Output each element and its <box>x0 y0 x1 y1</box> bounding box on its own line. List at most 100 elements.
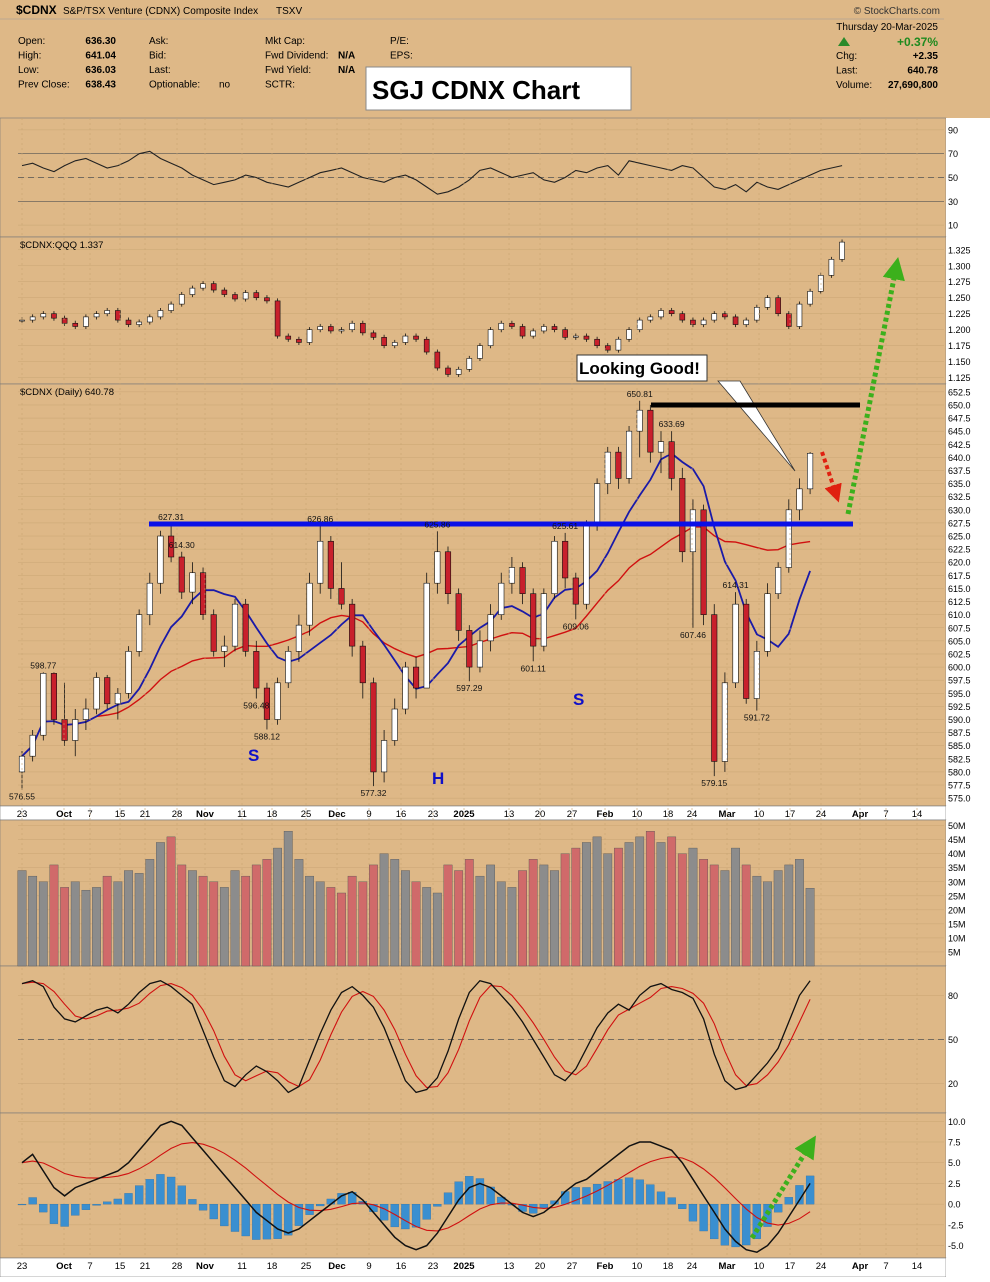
field-label: Open: <box>18 36 45 47</box>
y-tick-label: 632.5 <box>948 492 971 502</box>
x-tick-label: 13 <box>504 1261 515 1272</box>
ratio-candle <box>264 297 270 302</box>
macd-histogram-bar <box>81 1203 91 1210</box>
price-value-label: 601.11 <box>521 663 547 673</box>
volume-bar <box>443 864 453 967</box>
volume-bar <box>156 842 165 967</box>
callout-box <box>576 354 708 382</box>
y-tick-label: 647.5 <box>948 414 971 424</box>
ratio-candle <box>253 292 260 299</box>
price-candle <box>785 509 792 568</box>
y-tick-label: 642.5 <box>948 440 971 450</box>
x-tick-label: Dec <box>328 1261 345 1272</box>
ratio-candle <box>83 316 89 327</box>
volume-bar <box>518 870 527 967</box>
ratio-candle <box>807 291 813 305</box>
price-value-label: 591.72 <box>744 713 770 723</box>
pattern-head: H <box>432 769 444 788</box>
price-candle <box>562 540 569 579</box>
y-tick-label: 1.325 <box>948 245 971 255</box>
pattern-left-shoulder: S <box>248 746 259 765</box>
macd-histogram-bar <box>134 1185 144 1205</box>
price-value-label: 588.12 <box>254 731 280 741</box>
x-tick-label: 27 <box>567 1261 578 1272</box>
ratio-candle <box>349 322 355 330</box>
volume-bar <box>369 864 378 967</box>
ratio-candle <box>285 335 292 340</box>
volume-bar <box>401 870 410 967</box>
x-tick-label: 2025 <box>453 809 475 820</box>
y-tick-label: 30 <box>948 197 958 207</box>
price-candle <box>508 567 515 584</box>
y-tick-label: 580.0 <box>948 767 971 777</box>
stoch-k-line <box>21 979 811 1094</box>
field-label: Prev Close: <box>18 80 70 91</box>
rsi-line <box>21 150 843 195</box>
volume-bar <box>741 864 751 967</box>
macd-histogram-bar <box>592 1183 602 1205</box>
x-tick-label: 10 <box>632 1261 643 1272</box>
ratio-candle <box>242 292 249 300</box>
y-tick-label: 577.5 <box>948 781 971 791</box>
ratio-candle <box>29 316 36 321</box>
y-tick-label: 617.5 <box>948 571 971 581</box>
price-candle <box>327 540 334 589</box>
price-candle <box>476 640 484 668</box>
price-candle <box>753 651 760 699</box>
right-field-value: 640.78 <box>907 66 938 77</box>
ratio-candle <box>125 319 132 325</box>
price-candle <box>274 682 281 720</box>
price-candle <box>668 441 675 479</box>
quote-date: Thursday 20-Mar-2025 <box>836 22 938 33</box>
price-value-label: 579.15 <box>701 778 727 788</box>
ratio-candle <box>423 338 430 353</box>
macd-histogram-bar <box>656 1191 666 1205</box>
y-tick-label: 600.0 <box>948 663 971 673</box>
price-candle <box>689 509 697 553</box>
price-candle <box>700 509 707 615</box>
macd-histogram-bar <box>742 1203 751 1246</box>
macd-histogram-bar <box>667 1197 676 1205</box>
y-tick-label: 0.0 <box>948 1200 961 1210</box>
macd-histogram-bar <box>635 1179 644 1205</box>
macd-histogram-bar <box>699 1203 708 1232</box>
macd-histogram-bar <box>188 1199 197 1205</box>
ratio-label: $CDNX:QQQ 1.337 <box>20 240 103 251</box>
y-tick-label: 645.0 <box>948 427 971 437</box>
y-tick-label: 602.5 <box>948 649 971 659</box>
field-label: Ask: <box>149 36 168 47</box>
volume-bar <box>28 875 38 967</box>
x-tick-label: 7 <box>87 1261 92 1272</box>
ratio-candle <box>722 313 728 318</box>
macd-histogram-bar <box>688 1203 698 1222</box>
y-tick-label: 70 <box>948 149 958 159</box>
stoch-d-line <box>21 981 811 1089</box>
y-tick-label: 1.300 <box>948 261 971 271</box>
ratio-candle <box>381 337 387 346</box>
macd-histogram-bar <box>28 1197 37 1205</box>
price-candle <box>391 708 398 741</box>
y-tick-label: 35M <box>948 863 966 873</box>
macd-histogram-bar <box>124 1193 133 1205</box>
x-tick-label: 24 <box>816 1261 827 1272</box>
price-candle <box>615 451 622 479</box>
ratio-candle <box>551 326 558 330</box>
y-tick-label: 607.5 <box>948 623 971 633</box>
volume-bar <box>326 887 336 967</box>
macd-histogram-bar <box>571 1187 580 1205</box>
price-value-label: 607.46 <box>680 630 706 640</box>
macd-histogram-bar <box>241 1203 250 1237</box>
price-value-label: 625.61 <box>552 521 578 531</box>
volume-bar <box>528 859 538 967</box>
macd-histogram-bar <box>60 1203 69 1227</box>
ratio-candle <box>434 351 441 369</box>
volume-bar <box>60 887 70 967</box>
volume-bar <box>230 870 240 967</box>
price-candle <box>263 687 271 720</box>
x-tick-label: 23 <box>428 1261 439 1272</box>
volume-bar <box>187 870 197 967</box>
price-candle <box>455 593 462 631</box>
volume-bar <box>656 842 666 967</box>
price-value-label: 625.86 <box>424 519 450 529</box>
price-candle <box>807 453 814 490</box>
